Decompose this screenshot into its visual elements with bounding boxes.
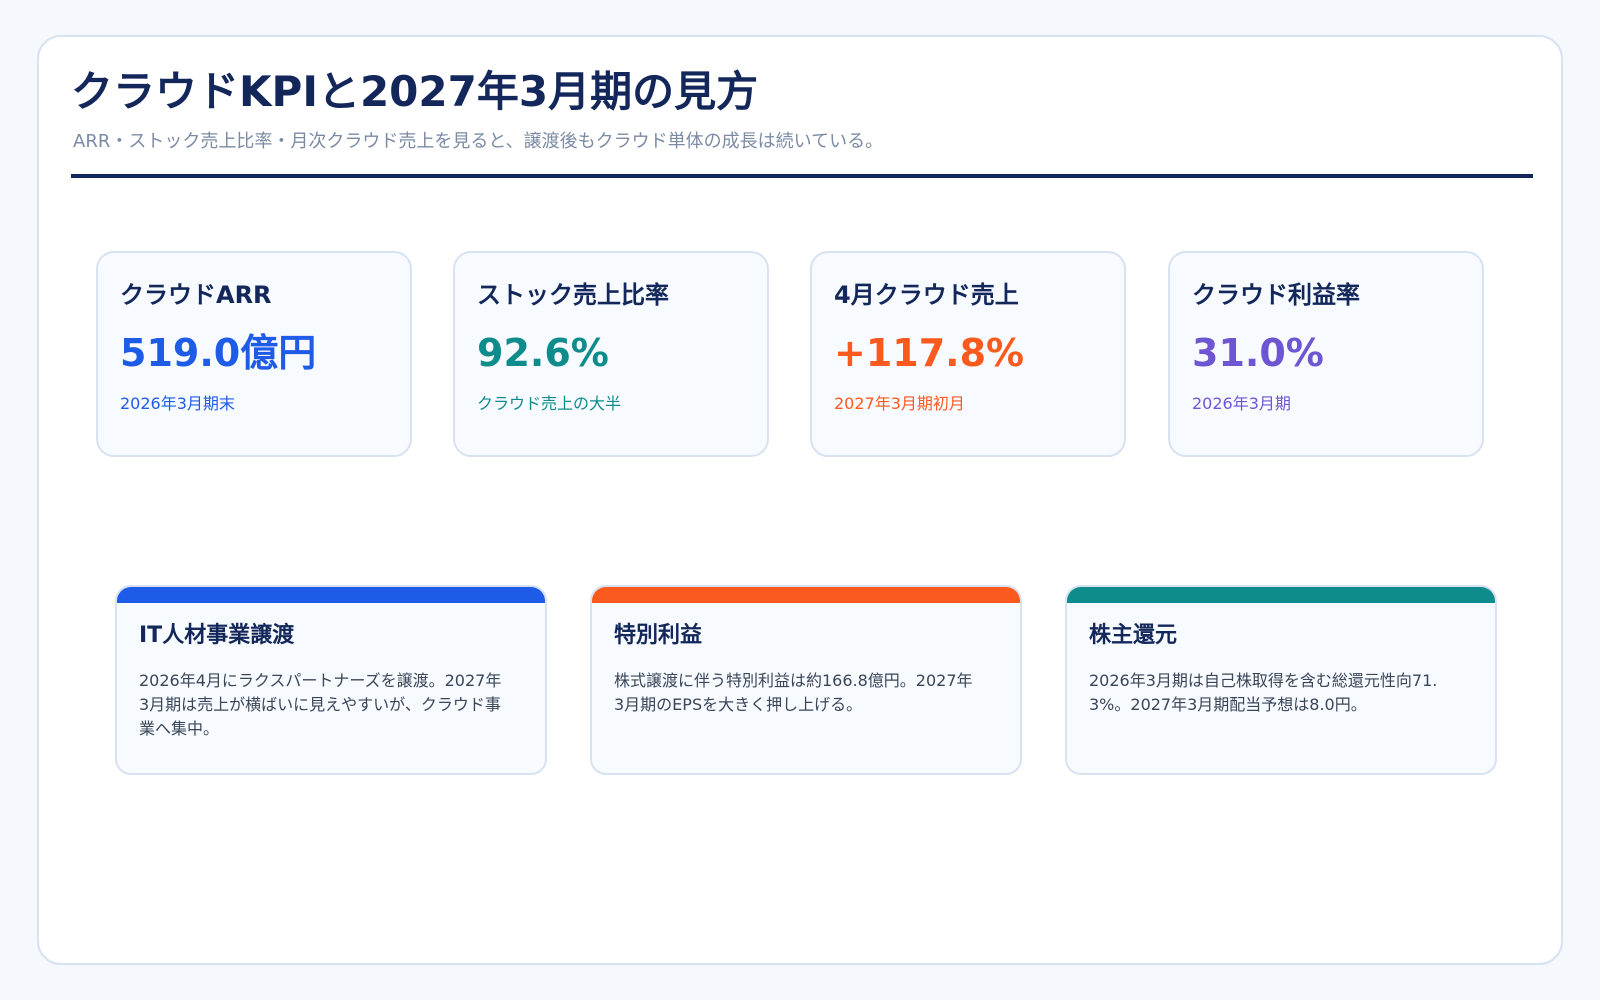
kpi-card-stock-ratio: ストック売上比率 92.6% クラウド売上の大半 [453, 251, 769, 457]
info-card-body: 株式譲渡に伴う特別利益は約166.8億円。2027年3月期のEPSを大きく押し上… [614, 671, 973, 714]
info-card-title: 特別利益 [614, 623, 703, 648]
info-card-body: 2026年3月期は自己株取得を含む総還元性向71.3%。2027年3月期配当予想… [1089, 671, 1438, 714]
kpi-card-cloud-arr: クラウドARR 519.0億円 2026年3月期末 [96, 251, 412, 457]
accent-bar [592, 587, 1020, 603]
kpi-card-april-cloud-sales: 4月クラウド売上 +117.8% 2027年3月期初月 [810, 251, 1126, 457]
page-subtitle: ARR・ストック売上比率・月次クラウド売上を見ると、譲渡後もクラウド単体の成長は… [73, 131, 884, 152]
page-title: クラウドKPIと2027年3月期の見方 [71, 67, 759, 116]
accent-bar [1067, 587, 1495, 603]
kpi-label: ストック売上比率 [477, 281, 669, 309]
kpi-note: クラウド売上の大半 [477, 394, 622, 413]
kpi-label: クラウド利益率 [1192, 281, 1360, 309]
kpi-note: 2027年3月期初月 [834, 394, 965, 413]
info-card-title: 株主還元 [1089, 623, 1178, 648]
title-divider [71, 174, 1533, 178]
kpi-value: +117.8% [834, 331, 1025, 375]
kpi-card-cloud-margin: クラウド利益率 31.0% 2026年3月期 [1168, 251, 1484, 457]
slide-frame: クラウドKPIと2027年3月期の見方 ARR・ストック売上比率・月次クラウド売… [37, 35, 1563, 965]
info-card-body: 2026年4月にラクスパートナーズを譲渡。2027年3月期は売上が横ばいに見えや… [139, 671, 502, 738]
info-card-title: IT人材事業譲渡 [139, 623, 295, 648]
info-card-it-talent-transfer: IT人材事業譲渡 2026年4月にラクスパートナーズを譲渡。2027年3月期は売… [115, 585, 547, 775]
kpi-note: 2026年3月期 [1192, 394, 1291, 413]
kpi-value: 519.0億円 [120, 331, 317, 375]
accent-bar [117, 587, 545, 603]
kpi-value: 92.6% [477, 331, 609, 375]
info-card-special-gain: 特別利益 株式譲渡に伴う特別利益は約166.8億円。2027年3月期のEPSを大… [590, 585, 1022, 775]
kpi-label: 4月クラウド売上 [834, 281, 1019, 309]
kpi-value: 31.0% [1192, 331, 1324, 375]
kpi-note: 2026年3月期末 [120, 394, 235, 413]
info-card-shareholder-return: 株主還元 2026年3月期は自己株取得を含む総還元性向71.3%。2027年3月… [1065, 585, 1497, 775]
kpi-label: クラウドARR [120, 281, 272, 309]
